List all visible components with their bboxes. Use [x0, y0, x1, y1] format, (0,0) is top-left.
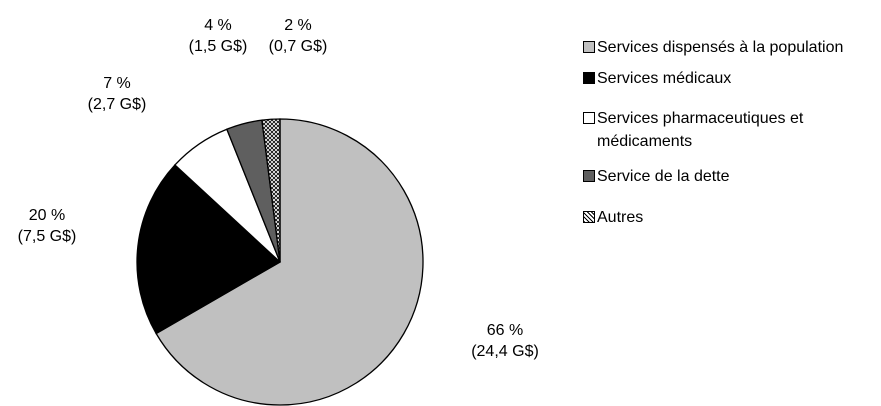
pie-slice	[155, 118, 424, 406]
value-label: 2 %	[284, 17, 312, 34]
legend-item: Services pharmaceutiques et médicaments	[583, 107, 881, 153]
legend-swatch	[583, 170, 595, 182]
value-label: 66 %	[487, 322, 523, 339]
legend: Services dispensés à la population Servic…	[583, 36, 881, 229]
legend-label: Service de la dette	[597, 168, 730, 185]
pie-slice	[136, 164, 282, 335]
amount-label: (2,7 G$)	[88, 96, 147, 113]
value-label: 7 %	[103, 75, 131, 92]
value-label: 4 %	[204, 17, 232, 34]
legend-label: Autres	[597, 209, 644, 226]
legend-item: Service de la dette	[583, 165, 881, 188]
legend-label: Services pharmaceutiques et médicaments	[597, 110, 804, 150]
legend-label: Services dispensés à la population	[597, 39, 844, 56]
amount-label: (0,7 G$)	[269, 38, 328, 55]
legend-swatch	[583, 41, 595, 53]
legend-item: Services médicaux	[583, 67, 881, 90]
pie-slice	[261, 118, 281, 263]
amount-label: (24,4 G$)	[471, 343, 539, 360]
legend-swatch	[583, 211, 595, 223]
legend-item: Autres	[583, 206, 881, 229]
value-label: 20 %	[29, 207, 65, 224]
amount-label: (7,5 G$)	[18, 228, 77, 245]
legend-item: Services dispensés à la population	[583, 36, 881, 59]
legend-swatch	[583, 72, 595, 84]
amount-label: (1,5 G$)	[189, 38, 248, 55]
legend-swatch	[583, 112, 595, 124]
legend-label: Services médicaux	[597, 70, 732, 87]
